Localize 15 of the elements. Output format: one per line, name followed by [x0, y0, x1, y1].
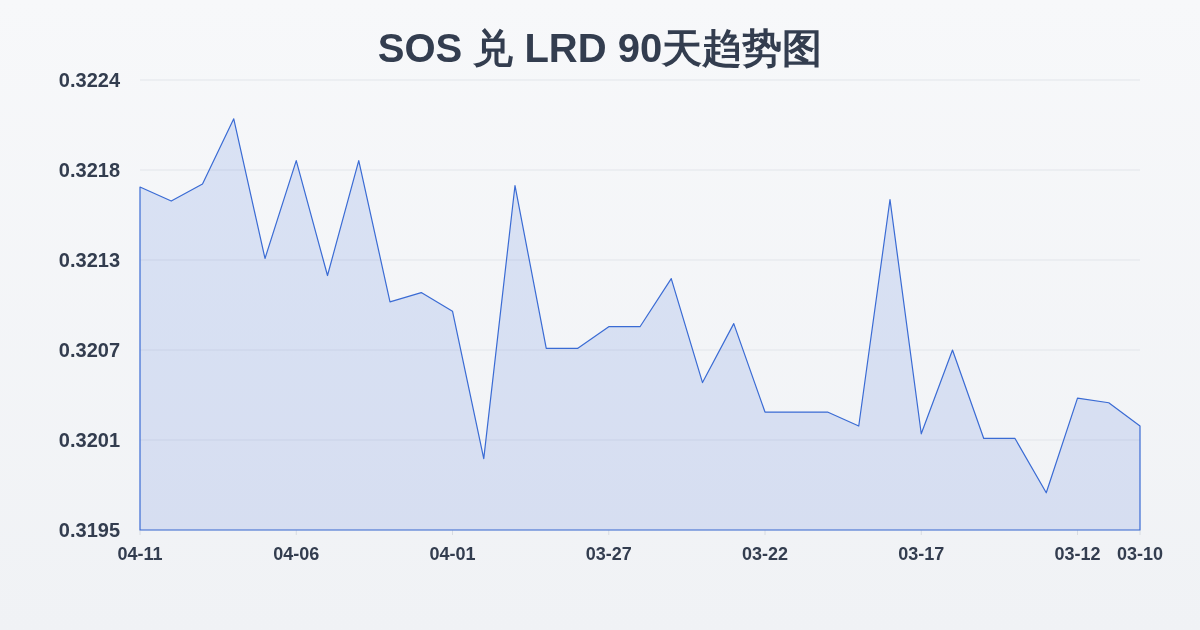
chart-title: SOS 兑 LRD 90天趋势图 — [377, 26, 823, 70]
y-tick-label: 0.3224 — [58, 69, 121, 91]
x-tick-label: 03-22 — [741, 544, 789, 564]
x-tick-label: 03-10 — [1116, 544, 1164, 564]
x-tick-label: 03-27 — [585, 544, 632, 564]
y-tick-label: 0.3195 — [58, 519, 120, 541]
x-tick-label: 03-12 — [1054, 544, 1101, 564]
y-tick-label: 0.3201 — [58, 429, 120, 451]
x-tick-label: 04-11 — [117, 544, 163, 564]
x-tick-label: 03-17 — [898, 544, 945, 564]
x-tick-label: 04-01 — [429, 544, 476, 564]
y-tick-label: 0.3207 — [58, 339, 120, 361]
y-tick-label: 0.3213 — [58, 249, 120, 271]
x-tick-label: 04-06 — [273, 544, 320, 564]
y-tick-label: 0.3218 — [58, 159, 120, 181]
